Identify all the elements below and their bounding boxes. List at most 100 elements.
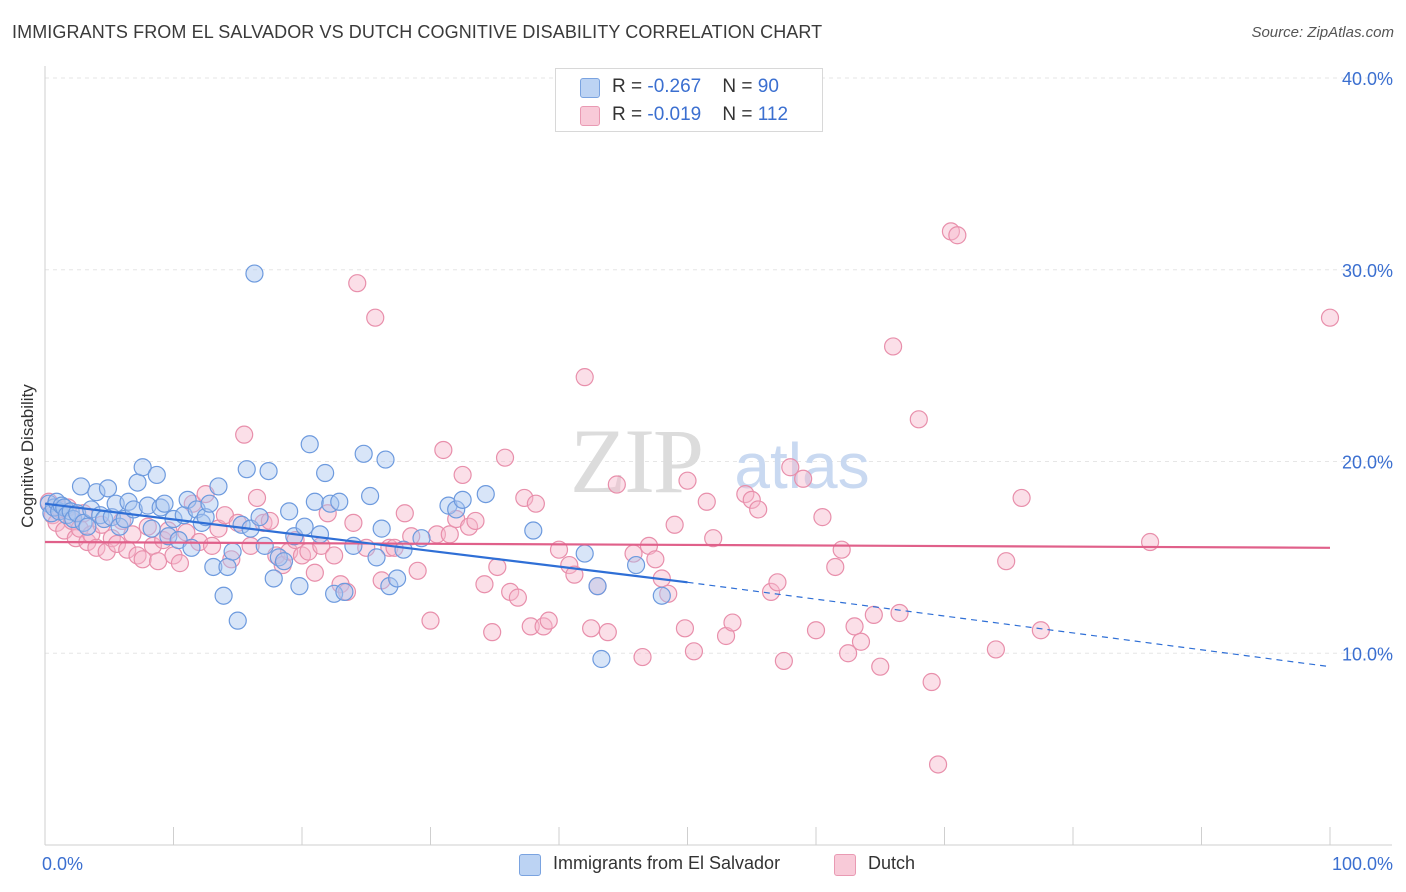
el-salvador-point	[387, 569, 407, 588]
legend-swatch-blue	[519, 854, 541, 876]
dutch-point	[806, 621, 826, 640]
dutch-point	[453, 465, 472, 485]
dutch-point	[565, 565, 584, 584]
dutch-point	[598, 623, 617, 642]
dutch-point	[170, 554, 190, 573]
dutch-point	[440, 525, 459, 544]
dutch-point	[774, 651, 793, 671]
dutch-points	[39, 222, 1340, 774]
dutch-point	[665, 515, 684, 534]
dutch-point	[133, 550, 152, 569]
el-salvador-point	[310, 525, 330, 544]
dutch-point	[768, 573, 787, 592]
el-salvador-point	[335, 582, 354, 601]
dutch-point	[521, 617, 540, 636]
dutch-point	[909, 410, 928, 429]
dutch-point	[148, 552, 168, 571]
el-salvador-point	[200, 494, 219, 513]
el-salvador-point	[142, 519, 161, 538]
dutch-point	[475, 575, 494, 594]
el-salvador-point	[218, 557, 237, 577]
dutch-point	[864, 605, 883, 625]
dutch-point	[704, 529, 723, 548]
dutch-point	[508, 588, 527, 607]
dutch-point	[839, 644, 858, 663]
el-salvador-point	[354, 444, 373, 463]
legend-n-value: 112	[757, 104, 789, 125]
el-salvador-point	[524, 521, 543, 540]
el-salvador-points	[39, 264, 671, 669]
dutch-point	[366, 308, 385, 327]
dutch-point	[742, 490, 761, 509]
legend-swatch-pink	[580, 106, 600, 126]
el-salvador-point	[250, 508, 269, 527]
dutch-point	[534, 617, 553, 636]
el-salvador-point	[588, 577, 607, 596]
series-legend: Immigrants from El Salvador Dutch	[0, 852, 1406, 878]
dutch-point	[235, 425, 254, 444]
dutch-point	[997, 552, 1016, 571]
dutch-point	[826, 557, 845, 577]
dutch-point	[794, 469, 813, 488]
el-salvador-point	[128, 473, 147, 492]
dutch-point	[607, 475, 626, 494]
dutch-point	[348, 274, 367, 293]
el-salvador-point	[575, 544, 594, 563]
el-salvador-point	[376, 450, 395, 469]
el-salvador-point	[394, 540, 413, 559]
el-salvador-trend-line	[44, 502, 688, 584]
dutch-point	[434, 440, 453, 460]
dutch-point	[1320, 308, 1340, 327]
dutch-point	[1012, 488, 1031, 508]
legend-label-dutch: Dutch	[868, 853, 916, 873]
el-salvador-point	[305, 492, 324, 511]
legend-r-value: -0.019	[647, 104, 702, 125]
watermark: ZIP atlas	[570, 410, 870, 512]
dutch-point	[408, 561, 427, 580]
el-salvador-point	[259, 461, 278, 481]
el-salvador-point	[361, 486, 380, 506]
dutch-point	[515, 488, 534, 508]
y-axis-label: Cognitive Disability	[18, 384, 37, 528]
el-salvador-point	[592, 649, 611, 669]
trend-lines	[44, 502, 1331, 668]
el-salvador-point	[133, 458, 152, 477]
legend-n-value: 90	[757, 76, 779, 97]
el-salvador-point	[321, 494, 340, 513]
dutch-point	[633, 647, 652, 667]
source-label: Source: ZipAtlas.com	[1251, 24, 1394, 41]
dutch-point	[488, 557, 507, 577]
el-salvador-point	[245, 264, 264, 283]
dutch-point	[1031, 621, 1050, 640]
el-salvador-point	[204, 557, 223, 577]
y-tick-label: 20.0%	[1342, 453, 1393, 473]
dutch-point	[495, 448, 515, 467]
el-salvador-point	[196, 508, 215, 527]
el-salvador-point	[264, 569, 283, 588]
el-salvador-point	[255, 536, 274, 555]
dutch-point	[928, 755, 948, 774]
dutch-point	[761, 582, 781, 601]
dutch-point	[845, 617, 864, 636]
legend-r-label: R =	[612, 104, 648, 125]
x-tick-label-min: 0.0%	[42, 854, 83, 874]
el-salvador-point	[290, 577, 309, 596]
el-salvador-point	[159, 527, 178, 546]
y-tick-label: 40.0%	[1342, 69, 1393, 89]
dutch-point	[813, 508, 832, 527]
el-salvador-point	[98, 479, 118, 498]
dutch-point	[781, 458, 800, 477]
dutch-point	[659, 584, 678, 603]
el-salvador-point	[223, 542, 242, 561]
el-salvador-point	[652, 586, 671, 605]
el-salvador-point	[330, 492, 349, 511]
el-salvador-point	[209, 477, 228, 496]
x-tick-label-max: 100.0%	[1332, 854, 1393, 874]
dutch-point	[832, 540, 851, 559]
el-salvador-point	[300, 435, 319, 454]
dutch-point	[107, 534, 127, 554]
legend-row-el-salvador: R = -0.267 N = 90	[556, 73, 822, 101]
el-salvador-point	[316, 463, 335, 483]
dutch-point	[646, 550, 665, 569]
